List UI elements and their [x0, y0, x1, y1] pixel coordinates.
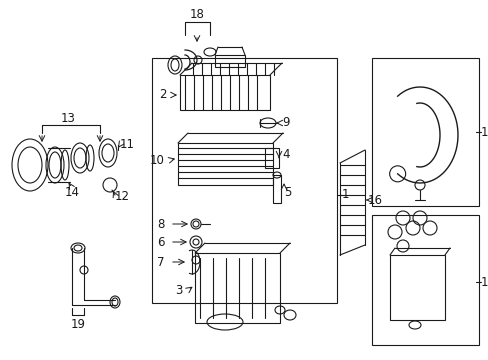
Text: 1: 1 [341, 189, 349, 202]
Bar [180, 75, 269, 110]
Text: 5: 5 [284, 185, 291, 198]
Text: 13: 13 [61, 112, 75, 125]
Text: 8: 8 [157, 217, 164, 230]
Bar [215, 55, 244, 67]
Text: 16: 16 [367, 194, 382, 207]
Bar [178, 143, 272, 185]
Bar [195, 253, 280, 323]
Text: 9: 9 [282, 117, 289, 130]
Text: 17: 17 [480, 126, 488, 139]
Text: 15: 15 [480, 275, 488, 288]
Bar [371, 58, 478, 206]
Bar [272, 175, 281, 203]
Text: 7: 7 [157, 256, 164, 269]
Text: 12: 12 [115, 190, 130, 203]
Text: 3: 3 [175, 284, 183, 297]
Bar [389, 255, 444, 320]
Bar [371, 215, 478, 345]
Text: 6: 6 [157, 235, 164, 248]
Text: 10: 10 [150, 153, 164, 166]
Text: 18: 18 [189, 9, 204, 22]
Text: 4: 4 [282, 148, 289, 162]
Text: 2: 2 [159, 89, 167, 102]
Text: 19: 19 [70, 319, 85, 332]
Bar [152, 58, 336, 303]
Bar [264, 148, 279, 168]
Text: 11: 11 [120, 139, 135, 152]
Text: 14: 14 [64, 186, 80, 199]
